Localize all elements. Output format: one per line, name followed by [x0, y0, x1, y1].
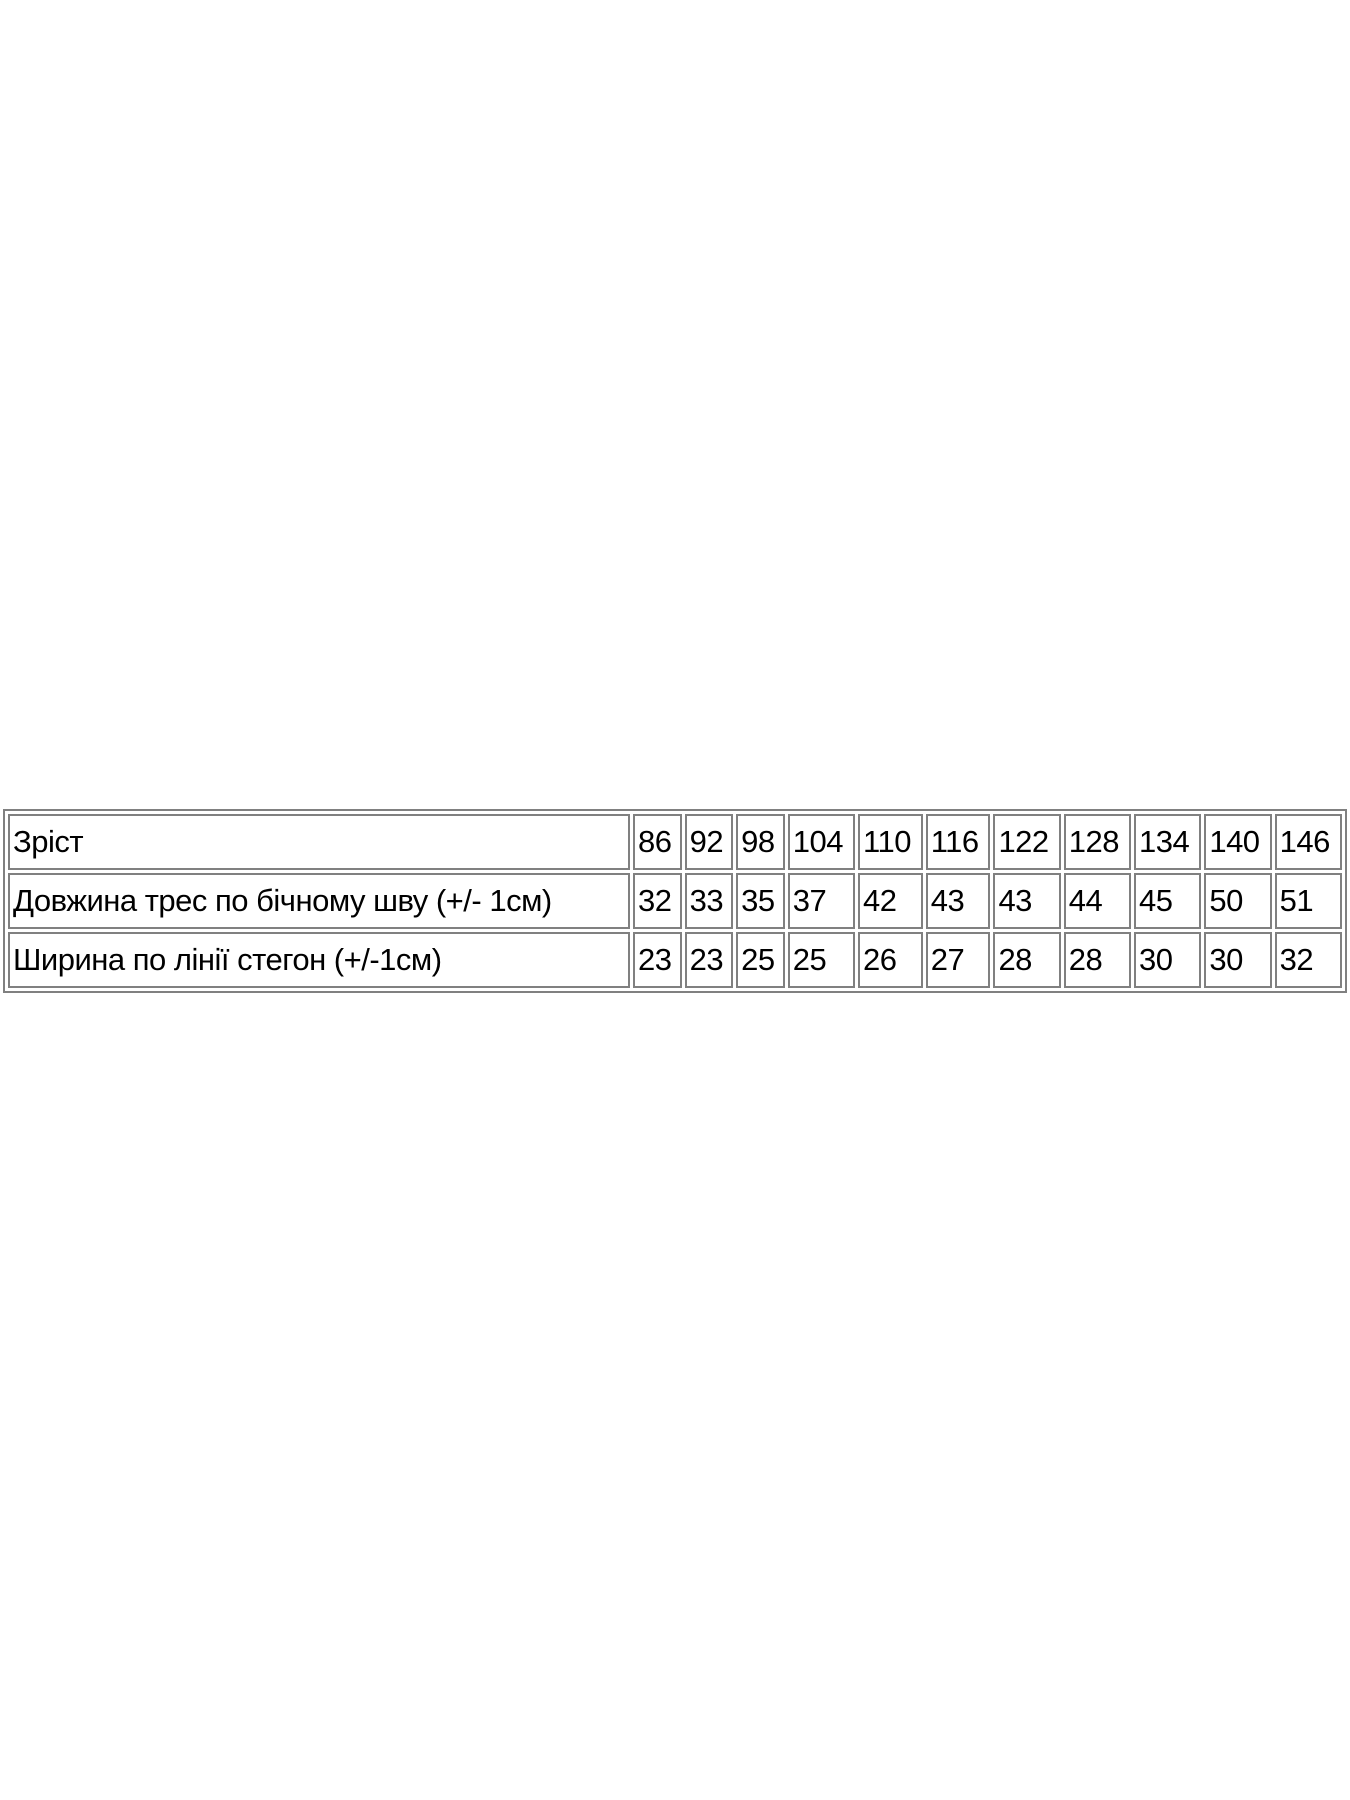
- table-cell: 23: [633, 932, 682, 988]
- table-cell: 30: [1204, 932, 1272, 988]
- table-cell: 92: [684, 814, 734, 870]
- table-cell: 104: [787, 814, 856, 870]
- table-cell: 32: [633, 873, 682, 929]
- table-cell: 43: [925, 873, 991, 929]
- row-label: Ширина по лінії стегон (+/-1см): [8, 932, 630, 988]
- table-cell: 25: [787, 932, 856, 988]
- table-row: Довжина трес по бічному шву (+/- 1см) 32 3…: [8, 873, 1342, 929]
- table-cell: 110: [858, 814, 923, 870]
- table-cell: 140: [1204, 814, 1272, 870]
- table-cell: 146: [1274, 814, 1342, 870]
- table-cell: 45: [1134, 873, 1202, 929]
- table-cell: 32: [1274, 932, 1342, 988]
- table-cell: 51: [1274, 873, 1342, 929]
- table-cell: 116: [925, 814, 991, 870]
- table-cell: 33: [684, 873, 734, 929]
- table-cell: 23: [684, 932, 734, 988]
- table-cell: 27: [925, 932, 991, 988]
- table-cell: 50: [1204, 873, 1272, 929]
- table-cell: 28: [1063, 932, 1132, 988]
- row-label: Зріст: [8, 814, 630, 870]
- table-cell: 25: [736, 932, 785, 988]
- table-cell: 37: [787, 873, 856, 929]
- table-cell: 30: [1134, 932, 1202, 988]
- table-cell: 44: [1063, 873, 1132, 929]
- table-cell: 86: [633, 814, 682, 870]
- table-cell: 35: [736, 873, 785, 929]
- size-chart-table: Зріст 86 92 98 104 110 116 122 128 134 140 146 Довжи…: [3, 809, 1347, 993]
- table-cell: 26: [858, 932, 923, 988]
- table-row: Ширина по лінії стегон (+/-1см) 23 23 25 25 2…: [8, 932, 1342, 988]
- table-row: Зріст 86 92 98 104 110 116 122 128 134 140 146: [8, 814, 1342, 870]
- table-cell: 28: [993, 932, 1061, 988]
- table-cell: 43: [993, 873, 1061, 929]
- table-cell: 128: [1063, 814, 1132, 870]
- table-cell: 122: [993, 814, 1061, 870]
- table-cell: 98: [736, 814, 785, 870]
- table-cell: 134: [1134, 814, 1202, 870]
- row-label: Довжина трес по бічному шву (+/- 1см): [8, 873, 630, 929]
- table-cell: 42: [858, 873, 923, 929]
